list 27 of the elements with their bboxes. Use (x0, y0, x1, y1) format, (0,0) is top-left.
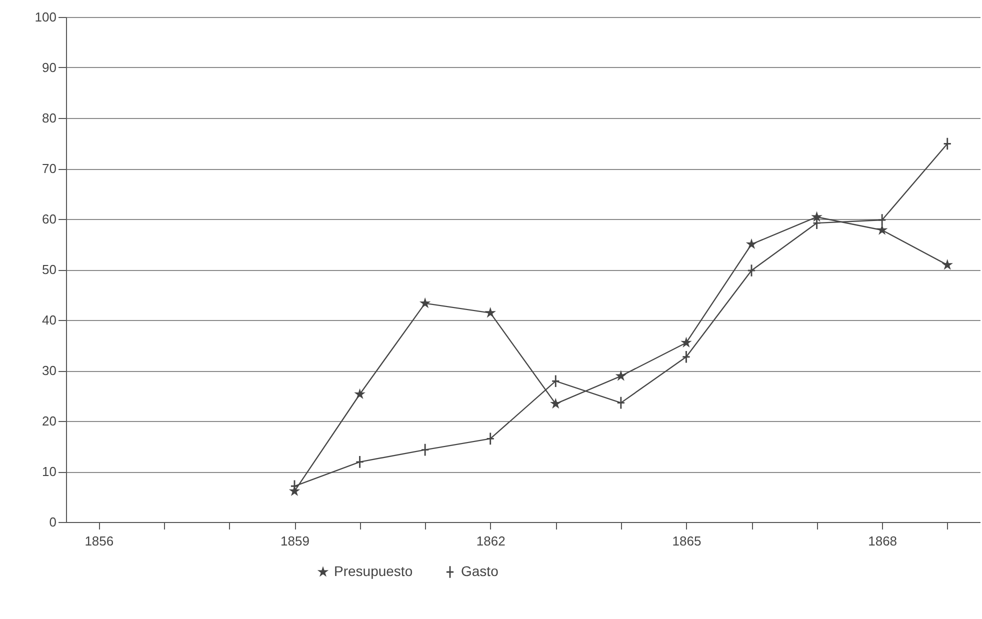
point (419, 297, 431, 308)
legend-label: Presupuesto (334, 563, 413, 579)
y-tick-label: 90 (42, 60, 56, 75)
y-tick-label: 10 (42, 464, 56, 479)
y-tick-label: 50 (42, 262, 56, 277)
x-tick-label: 1868 (868, 534, 898, 548)
point (550, 398, 562, 409)
point (942, 259, 953, 270)
y-tick-label: 60 (42, 212, 56, 226)
x-tick-label: 1865 (672, 534, 702, 548)
x-tick-label: 1856 (84, 534, 114, 548)
y-tick-label: 80 (42, 110, 56, 126)
legend-label: Gasto (461, 563, 499, 579)
point (680, 336, 692, 348)
y-tick-label: 100 (34, 10, 56, 24)
point (876, 224, 888, 235)
point (354, 388, 366, 400)
y-tick-label: 20 (42, 414, 56, 428)
x-tick-label: 1862 (476, 534, 506, 548)
y-tick-label: 40 (42, 312, 56, 328)
point (484, 307, 496, 318)
point (615, 370, 627, 381)
y-tick-label: 30 (42, 363, 56, 378)
point (746, 238, 758, 250)
x-tick-label: 1859 (280, 534, 310, 548)
y-tick-label: 70 (42, 161, 56, 176)
y-tick-label: 0 (49, 514, 56, 530)
